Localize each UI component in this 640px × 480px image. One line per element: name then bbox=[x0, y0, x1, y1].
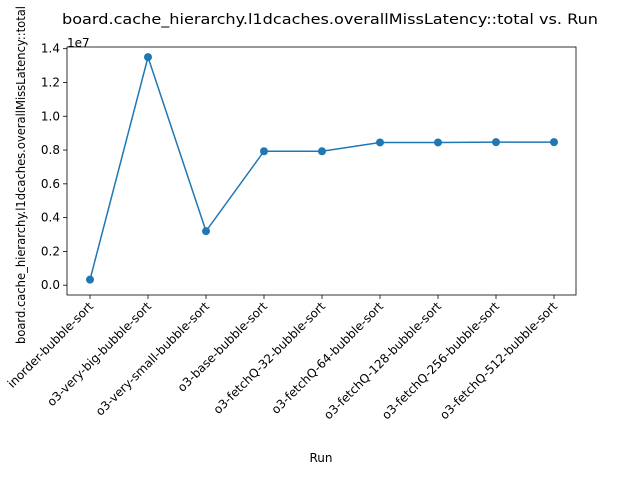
y-axis: 0.0 0.2 0.4 0.6 0.8 1.0 1.2 1.4 bbox=[41, 42, 67, 292]
data-point bbox=[434, 138, 442, 147]
y-tick-label: 1.4 bbox=[41, 42, 60, 56]
x-axis-label: Run bbox=[309, 451, 332, 465]
y-axis-label: board.cache_hierarchy.l1dcaches.overallM… bbox=[14, 6, 28, 344]
data-point bbox=[550, 138, 558, 147]
y-tick-label: 1.2 bbox=[41, 75, 60, 89]
data-point bbox=[492, 138, 500, 147]
y-tick-label: 0.4 bbox=[41, 211, 60, 225]
plot-frame bbox=[66, 46, 577, 296]
y-tick-label: 0.6 bbox=[41, 177, 60, 191]
data-point bbox=[144, 53, 152, 62]
y-tick-label: 0.8 bbox=[41, 143, 60, 157]
plot-area bbox=[66, 46, 577, 296]
y-tick-label: 0.0 bbox=[41, 278, 60, 292]
y-tick-label: 1.0 bbox=[41, 109, 60, 123]
y-offset-label: 1e7 bbox=[67, 36, 90, 50]
chart-title: board.cache_hierarchy.l1dcaches.overallM… bbox=[62, 12, 598, 28]
data-point bbox=[202, 227, 210, 236]
data-point bbox=[86, 275, 94, 284]
data-point bbox=[260, 147, 268, 156]
data-point bbox=[318, 147, 326, 156]
y-tick-label: 0.2 bbox=[41, 244, 60, 258]
data-point bbox=[376, 138, 384, 147]
